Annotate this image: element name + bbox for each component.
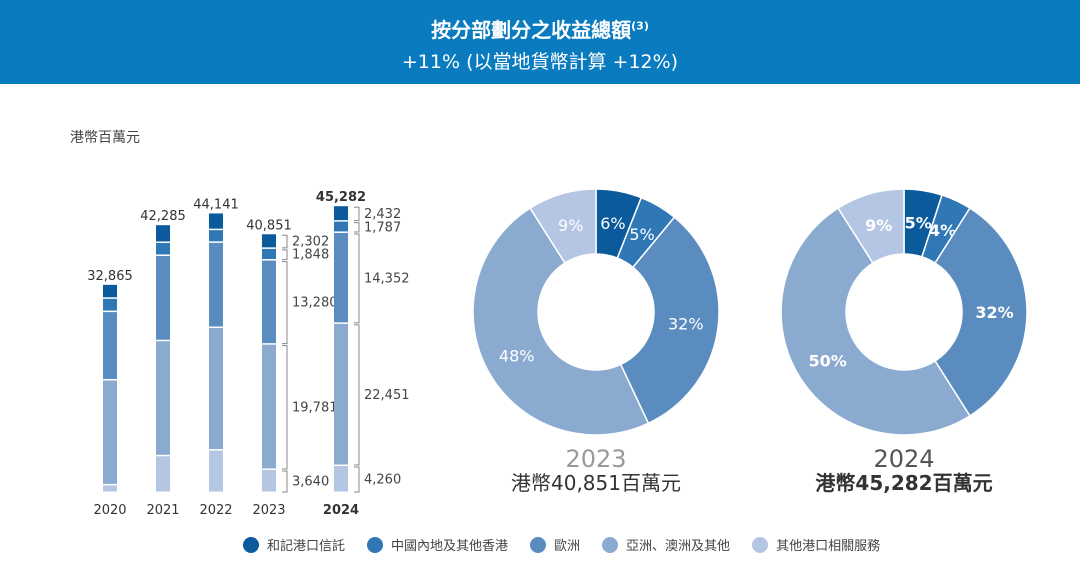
legend: 和記港口信託 中國內地及其他香港 歐洲 亞洲、澳洲及其他 其他港口相關服務 (243, 535, 880, 554)
legend-swatch (602, 536, 619, 553)
donut-slice (780, 207, 971, 436)
x-tick-label: 2022 (199, 503, 232, 518)
legend-label: 其他港口相關服務 (776, 539, 881, 554)
segment-label: 2,432 (364, 207, 401, 222)
bar-segment (209, 213, 223, 229)
legend-item: 中國內地及其他香港 (367, 535, 508, 554)
bar-segment (262, 248, 276, 260)
segment-label: 3,640 (292, 474, 329, 489)
bracket (354, 233, 360, 324)
x-tick-label: 2021 (146, 503, 179, 518)
bar-segment (209, 242, 223, 327)
bar-segment (334, 232, 348, 323)
legend-label: 歐洲 (554, 539, 581, 554)
chart-title: 按分部劃分之收益總額(3) (431, 18, 649, 42)
slice-label: 5% (629, 225, 654, 244)
bar-segment (103, 284, 117, 298)
bracket (354, 206, 360, 222)
x-tick-label: 2024 (323, 503, 359, 518)
legend-swatch (367, 536, 384, 553)
bar-segment (334, 466, 348, 492)
slice-label: 48% (499, 347, 535, 366)
bar-total-label: 40,851 (246, 218, 292, 233)
legend-swatch (243, 536, 259, 553)
slice-label: 4% (929, 221, 956, 240)
pie-year-label: 2023 (565, 445, 626, 473)
bar-segment (103, 298, 117, 311)
bar-total-label: 44,141 (193, 197, 239, 212)
donut-slice (619, 216, 720, 425)
bar-segment (334, 323, 348, 465)
slice-label: 9% (865, 216, 892, 235)
pie-caption: 港幣45,282百萬元 (815, 471, 992, 495)
donut-slice (472, 207, 650, 436)
bar-segment (156, 456, 170, 492)
bar-segment (334, 206, 348, 221)
segment-label: 19,781 (292, 400, 338, 415)
slice-label: 9% (558, 216, 583, 235)
bar-segment (156, 225, 170, 242)
bar-segment (209, 328, 223, 450)
bar-segment (334, 221, 348, 232)
bar-segment (209, 450, 223, 492)
slice-label: 5% (905, 214, 932, 233)
donut-slice (934, 207, 1028, 417)
bracket (282, 345, 288, 470)
pie-caption: 港幣40,851百萬元 (511, 471, 681, 495)
donut-slice (837, 188, 905, 265)
legend-item: 亞洲、澳洲及其他 (602, 535, 730, 554)
bracket (354, 324, 360, 466)
bar-segment (103, 380, 117, 484)
legend-label: 中國內地及其他香港 (391, 539, 509, 554)
x-tick-label: 2020 (93, 503, 126, 518)
bar-segment (262, 260, 276, 344)
segment-label: 1,787 (364, 220, 401, 235)
bar-total-label: 32,865 (87, 269, 133, 284)
legend-label: 亞洲、澳洲及其他 (626, 539, 731, 554)
bar-segment (103, 485, 117, 492)
bracket (282, 261, 288, 345)
bar-segment (262, 234, 276, 248)
legend-item: 其他港口相關服務 (752, 535, 880, 554)
bar-segment (103, 312, 117, 379)
slice-label: 6% (600, 214, 625, 233)
bracket (354, 466, 360, 493)
header-banner: 按分部劃分之收益總額(3) +11% (以當地貨幣計算 +12%) (0, 0, 1080, 84)
segment-label: 14,352 (364, 271, 410, 286)
chart-subtitle: +11% (以當地貨幣計算 +12%) (401, 51, 679, 73)
bar-total-label: 42,285 (140, 209, 186, 224)
segment-label: 22,451 (364, 388, 410, 403)
x-tick-label: 2023 (252, 503, 285, 518)
legend-label: 和記港口信託 (267, 539, 346, 554)
segment-label: 13,280 (292, 296, 338, 311)
segment-label: 2,302 (292, 235, 329, 250)
pie-year-label: 2024 (873, 445, 934, 473)
legend-swatch (530, 536, 547, 553)
legend-item: 歐洲 (530, 535, 580, 554)
donut-slice (529, 188, 597, 265)
unit-label: 港幣百萬元 (70, 130, 140, 146)
legend-item: 和記港口信託 (243, 535, 345, 554)
bar-segment (156, 255, 170, 340)
bar-segment (209, 230, 223, 242)
segment-label: 4,260 (364, 473, 401, 488)
bracket (282, 234, 288, 249)
bar-segment (156, 341, 170, 455)
slice-label: 32% (975, 303, 1013, 322)
bracket (282, 470, 288, 493)
bracket (282, 249, 288, 261)
bar-segment (156, 242, 170, 255)
slice-label: 32% (668, 314, 704, 333)
bar-segment (262, 344, 276, 469)
segment-label: 1,848 (292, 248, 329, 263)
legend-swatch (752, 536, 769, 553)
bar-segment (262, 469, 276, 492)
slice-label: 50% (808, 351, 846, 370)
bar-total-label: 45,282 (316, 190, 366, 205)
bracket (354, 222, 360, 233)
